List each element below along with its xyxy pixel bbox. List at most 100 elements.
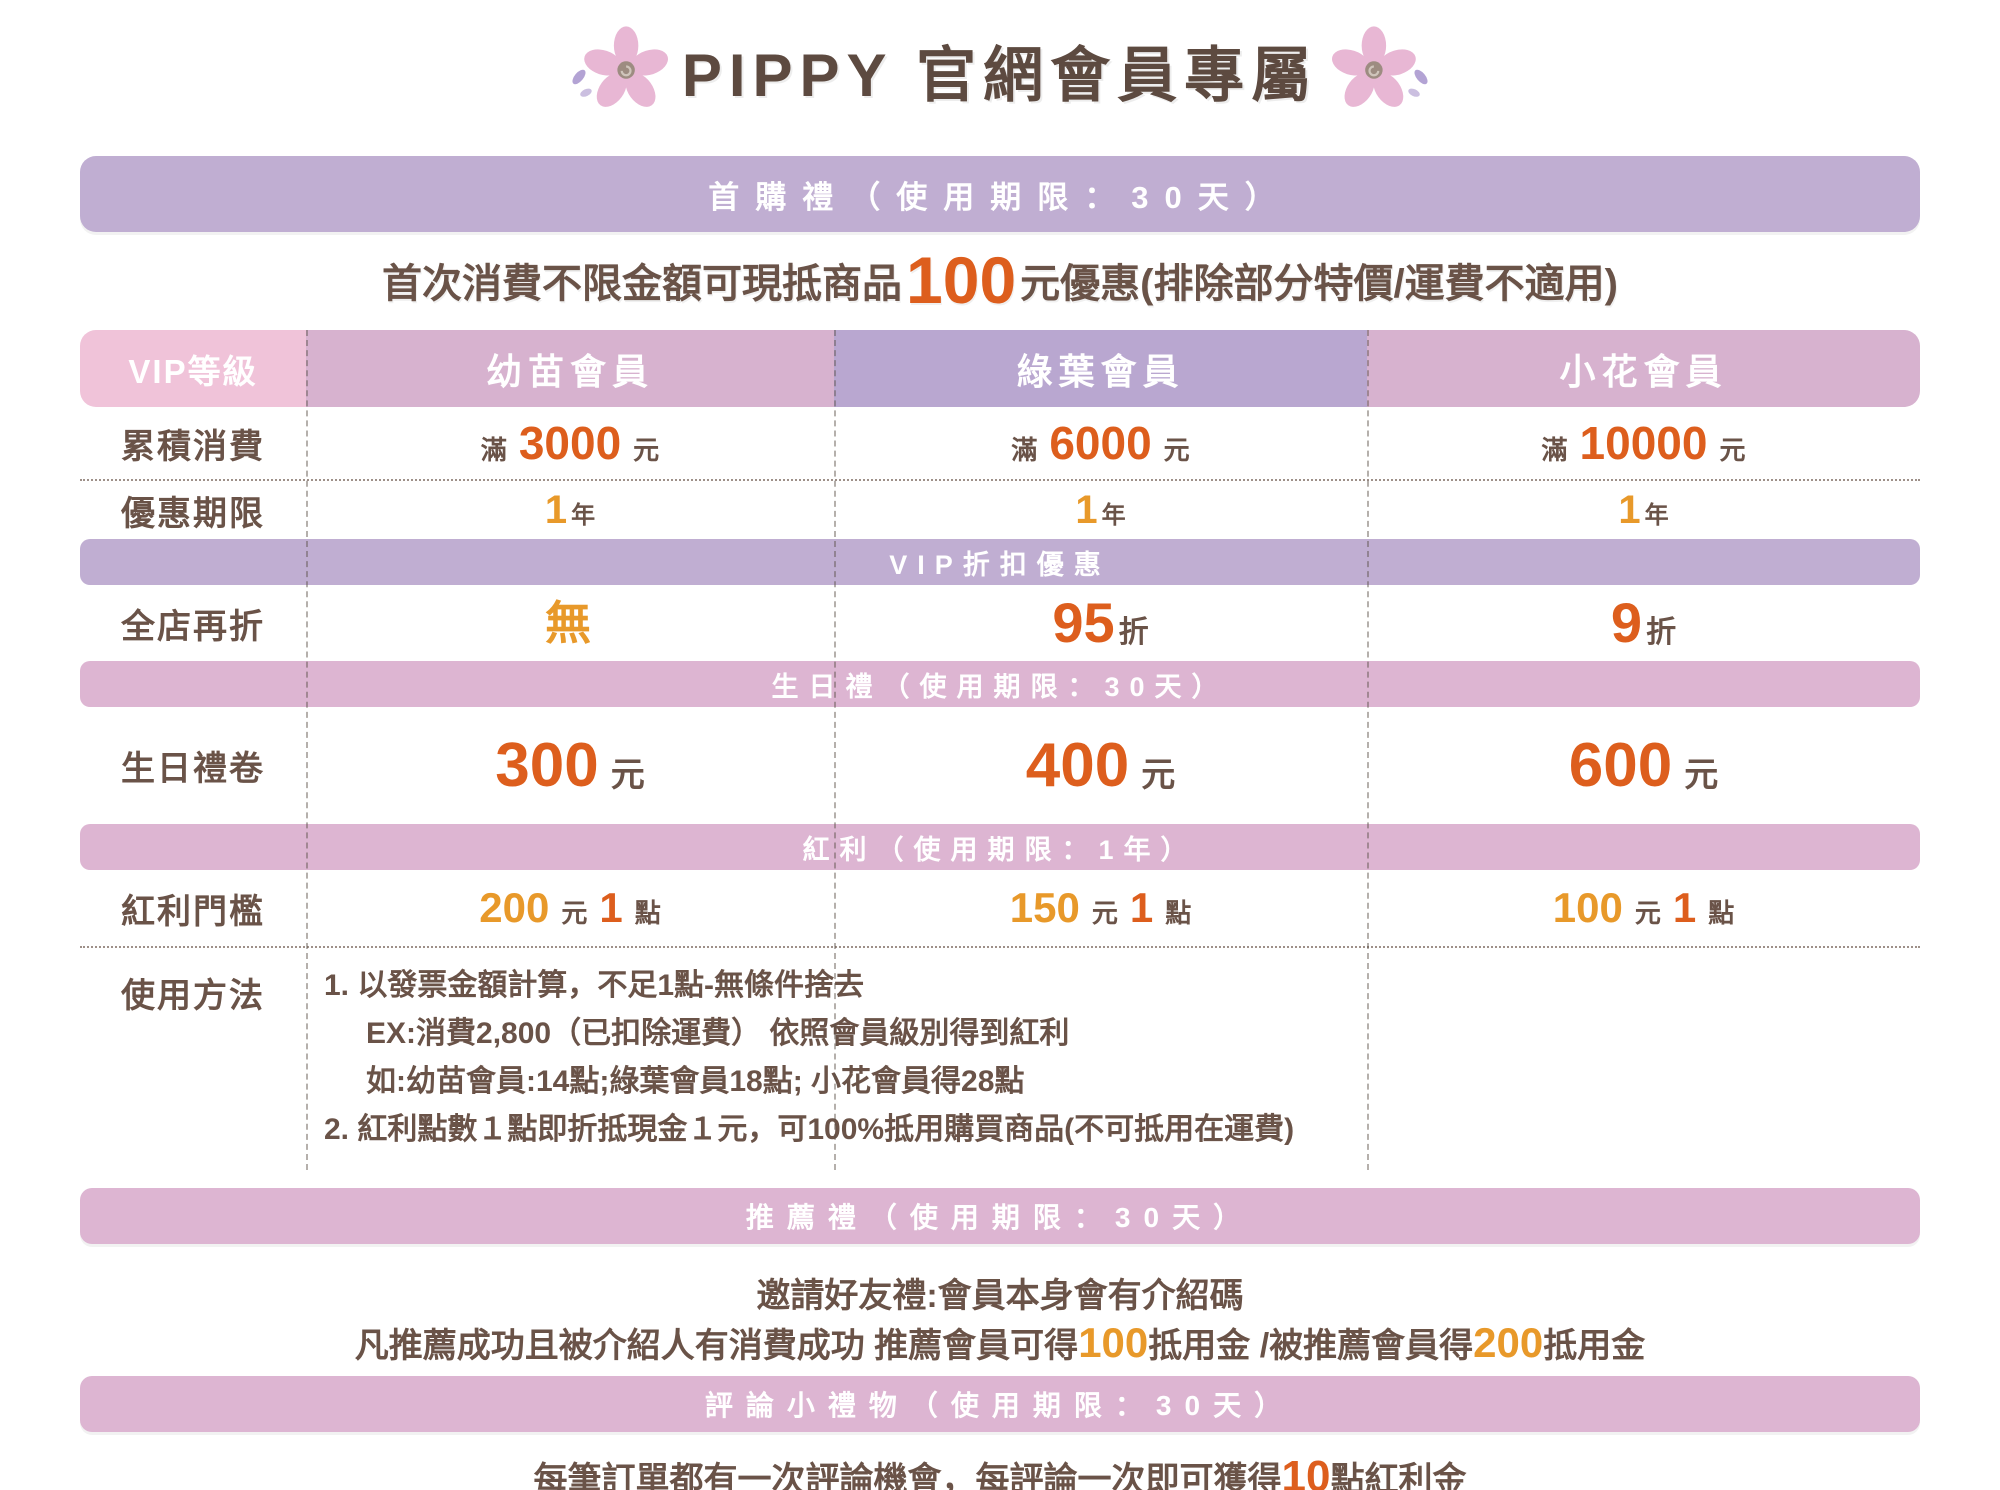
header-seedling-member: 幼苗會員 xyxy=(306,330,834,407)
cell-pre: 滿 xyxy=(480,434,507,465)
desc-amount: 100 xyxy=(906,243,1017,317)
cell-suf: 元 xyxy=(1163,434,1190,465)
table-row-duration: 優惠期限 1 年 1 年 1 年 xyxy=(80,479,1920,539)
vip-table: VIP等級 幼苗會員 綠葉會員 小花會員 累積消費 滿 3000 元 滿 600… xyxy=(80,330,1920,1170)
flower-icon xyxy=(1332,26,1428,107)
review-gift-banner: 評論小禮物（使用期限：30天） xyxy=(80,1376,1920,1432)
cell-unit: 元 xyxy=(1091,897,1118,928)
table-cell: 滿 3000 元 xyxy=(306,420,834,467)
table-cell: 1 年 xyxy=(306,490,834,530)
reward-amount-referrer: 100 xyxy=(1078,1319,1149,1366)
reward-suf: 抵用金 xyxy=(1543,1327,1646,1365)
table-cell: 400 元 xyxy=(834,730,1367,800)
table-header-row: VIP等級 幼苗會員 綠葉會員 小花會員 xyxy=(80,330,1920,407)
row-label: 紅利門檻 xyxy=(121,892,265,931)
first-purchase-desc: 首次消費不限金額可現抵商品 100 元優惠(排除部分特價/運費不適用) xyxy=(0,240,2000,320)
cell-value: 3000 xyxy=(518,416,622,469)
referral-gift-banner: 推薦禮（使用期限：30天） xyxy=(80,1188,1920,1244)
header-flower-member: 小花會員 xyxy=(1367,330,1920,407)
row-label: 使用方法 xyxy=(121,977,265,1015)
cell-value: 100 xyxy=(1552,883,1623,931)
cell-value: 150 xyxy=(1009,883,1080,931)
row-label: 累積消費 xyxy=(121,427,265,466)
table-cell: 無 xyxy=(306,600,834,646)
review-suf: 點紅利金 xyxy=(1330,1461,1467,1490)
reward-pre: 凡推薦成功且被介紹人有消費成功 推薦會員可得 xyxy=(354,1327,1079,1365)
cell-value2: 1 xyxy=(1672,883,1697,931)
cell-value: 300 xyxy=(495,730,599,800)
cell-value: 10000 xyxy=(1579,416,1708,469)
table-row-accumulate: 累積消費 滿 3000 元 滿 6000 元 滿 10000 元 xyxy=(80,407,1920,479)
cell-value: 9 xyxy=(1610,591,1643,654)
desc-suf: 元優惠(排除部分特價/運費不適用) xyxy=(1020,262,1618,306)
cell-value: 無 xyxy=(545,597,591,649)
row-label: 優惠期限 xyxy=(121,494,265,533)
cell-value2: 1 xyxy=(1129,883,1154,931)
cell-suf: 點 xyxy=(634,897,661,928)
column-divider xyxy=(1367,330,1369,1170)
table-cell: 滿 10000 元 xyxy=(1367,420,1920,467)
cell-suf: 元 xyxy=(1684,755,1719,794)
cell-value2: 1 xyxy=(599,883,623,931)
table-cell: 300 元 xyxy=(306,730,834,800)
flower-icon xyxy=(572,26,668,107)
usage-line-2: EX:消費2,800（已扣除運費） 依照會員級別得到紅利 xyxy=(366,1017,1070,1050)
cell-suf: 點 xyxy=(1165,897,1192,928)
cell-value: 200 xyxy=(479,883,550,931)
table-cell: 9 折 xyxy=(1367,595,1920,651)
column-divider xyxy=(306,330,308,1170)
review-points: 10 xyxy=(1281,1452,1331,1490)
referral-reward-line: 凡推薦成功且被介紹人有消費成功 推薦會員可得 100 抵用金 /被推薦會員得 2… xyxy=(0,1318,2000,1366)
table-cell: 100 元 1 點 xyxy=(1367,883,1920,931)
birthday-gift-banner: 生日禮（使用期限：30天） xyxy=(80,661,1920,707)
cell-suf: 元 xyxy=(1719,434,1746,465)
cell-suf: 年 xyxy=(1101,502,1126,529)
row-label: 全店再折 xyxy=(121,607,265,646)
cell-value: 400 xyxy=(1025,730,1130,800)
cell-value: 1 xyxy=(1075,488,1098,532)
usage-line-3: 如:幼苗會員:14點;綠葉會員18點; 小花會員得28點 xyxy=(366,1065,1025,1098)
table-row-discount: 全店再折 無 95 折 9 折 xyxy=(80,585,1920,661)
table-row-usage: 使用方法 1. 以發票金額計算，不足1點-無條件捨去 EX:消費2,800（已扣… xyxy=(80,946,1920,1170)
reward-mid: 抵用金 /被推薦會員得 xyxy=(1148,1327,1474,1365)
bonus-banner: 紅利（使用期限：1年） xyxy=(80,824,1920,870)
invite-friend-line: 邀請好友禮:會員本身會有介紹碼 xyxy=(756,1277,1244,1315)
usage-instructions: 1. 以發票金額計算，不足1點-無條件捨去 EX:消費2,800（已扣除運費） … xyxy=(306,962,1920,1154)
table-cell: 滿 6000 元 xyxy=(834,420,1367,467)
cell-suf: 元 xyxy=(1141,755,1176,794)
column-divider xyxy=(834,330,836,1170)
cell-pre: 滿 xyxy=(1541,434,1568,465)
table-cell: 600 元 xyxy=(1367,730,1920,800)
row-label: 生日禮卷 xyxy=(121,750,265,788)
header-greenleaf-member: 綠葉會員 xyxy=(834,330,1367,407)
first-purchase-banner: 首購禮（使用期限：30天） xyxy=(80,156,1920,232)
cell-pre: 滿 xyxy=(1011,434,1038,465)
header-vip-level: VIP等級 xyxy=(80,330,306,407)
table-row-birthday: 生日禮卷 300 元 400 元 600 元 xyxy=(80,707,1920,824)
cell-suf: 元 xyxy=(633,434,660,465)
cell-suf: 折 xyxy=(1118,616,1149,649)
table-cell: 200 元 1 點 xyxy=(306,883,834,931)
cell-suf: 年 xyxy=(571,502,596,529)
cell-suf: 點 xyxy=(1708,897,1735,928)
vip-discount-banner: VIP折扣優惠 xyxy=(80,539,1920,585)
table-cell: 150 元 1 點 xyxy=(834,883,1367,931)
cell-suf: 元 xyxy=(610,755,645,794)
review-pre: 每筆訂單都有一次評論機會，每評論一次即可獲得 xyxy=(533,1461,1282,1490)
cell-value: 1 xyxy=(1618,488,1641,532)
cell-suf: 折 xyxy=(1646,616,1677,649)
review-reward-line: 每筆訂單都有一次評論機會，每評論一次即可獲得 10 點紅利金 xyxy=(0,1452,2000,1490)
table-cell: 1 年 xyxy=(1367,490,1920,530)
usage-line-1: 1. 以發票金額計算，不足1點-無條件捨去 xyxy=(324,969,865,1002)
table-cell: 95 折 xyxy=(834,595,1367,651)
cell-value: 600 xyxy=(1568,730,1673,800)
table-cell: 1 年 xyxy=(834,490,1367,530)
page-title: PIPPY 官網會員專屬 xyxy=(681,41,1319,109)
cell-unit: 元 xyxy=(561,897,588,928)
cell-unit: 元 xyxy=(1634,897,1661,928)
table-row-bonus: 紅利門檻 200 元 1 點 150 元 1 點 100 元 1 點 xyxy=(80,870,1920,946)
cell-value: 95 xyxy=(1052,591,1115,654)
cell-suf: 年 xyxy=(1644,502,1669,529)
desc-pre: 首次消費不限金額可現抵商品 xyxy=(382,262,903,306)
